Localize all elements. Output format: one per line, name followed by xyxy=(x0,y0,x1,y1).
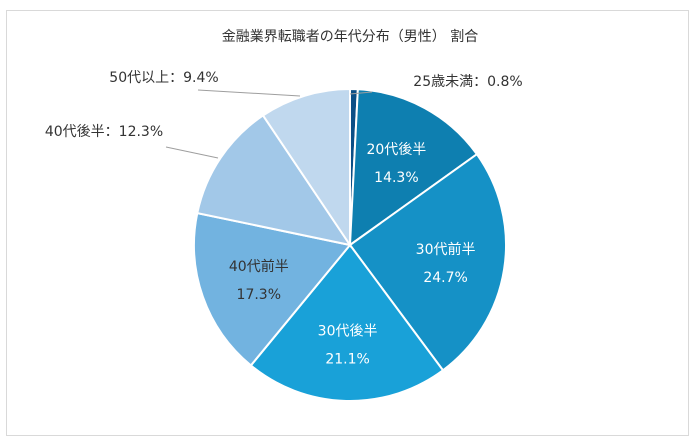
pie-slice xyxy=(193,211,352,367)
pie-slice xyxy=(196,114,353,247)
slice-label: 30代後半 xyxy=(318,324,378,340)
slice-outside-label: 50代以上：9.4% xyxy=(109,70,218,86)
leader-lines xyxy=(165,89,373,159)
slice-value-label: 24.7% xyxy=(423,270,467,286)
slice-outside-label: 25歳未満：0.8% xyxy=(413,74,522,90)
pie-slice xyxy=(249,243,445,402)
leader-line xyxy=(349,91,373,95)
slice-value-label: 17.3% xyxy=(237,287,281,303)
slice-label: 30代前半 xyxy=(416,241,476,258)
chart-title: 金融業界転職者の年代分布（男性） 割合 xyxy=(222,28,478,45)
slice-labels: 25歳未満：0.8% 20代後半 14.3% 30代前半 24.7% 30代後半 21.1%… xyxy=(45,70,523,368)
slice-label: 40代前半 xyxy=(229,258,289,275)
slice-label: 20代後半 xyxy=(366,142,426,158)
slice-outside-label: 40代後半：12.3% xyxy=(45,124,163,140)
pie-slice xyxy=(348,88,479,248)
leader-line xyxy=(197,89,301,97)
slice-value-label: 21.1% xyxy=(325,352,369,368)
pie-slices xyxy=(193,87,507,402)
slice-value-label: 14.3% xyxy=(374,170,418,186)
leader-line xyxy=(165,146,219,159)
pie-slice xyxy=(261,87,351,249)
pie-slice xyxy=(348,152,507,372)
